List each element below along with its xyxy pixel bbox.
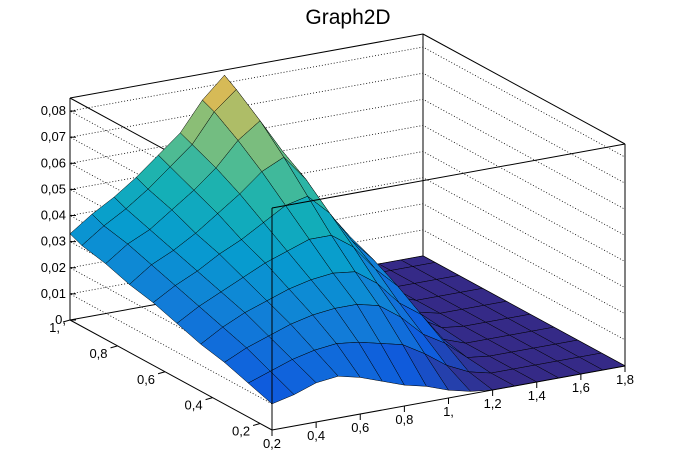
- x-tick-label: 1,: [443, 404, 454, 419]
- y-tick-label: 0,6: [137, 372, 155, 387]
- box-edge: [271, 143, 626, 209]
- z-tick-label: 0,: [55, 312, 66, 327]
- x-tick-label: 0,8: [395, 412, 413, 427]
- box-edge: [422, 33, 626, 145]
- x-tick-label: 0,4: [307, 428, 325, 443]
- z-tick-label: 0,03: [41, 234, 66, 249]
- y-tick: [252, 423, 261, 427]
- y-tick-label: 0,2: [232, 424, 250, 439]
- y-tick: [62, 319, 71, 323]
- z-tick-label: 0,07: [41, 129, 66, 144]
- y-tick: [205, 397, 213, 401]
- z-tick-label: 0,04: [41, 208, 66, 223]
- box-edge: [69, 319, 273, 431]
- y-tick: [157, 371, 166, 375]
- z-tick-label: 0,08: [41, 103, 66, 118]
- y-tick-label: 1,: [49, 320, 60, 335]
- x-tick-label: 0,2: [263, 436, 281, 451]
- x-tick-label: 0,6: [351, 420, 369, 435]
- box-edge: [69, 33, 424, 99]
- y-tick-label: 0,4: [185, 398, 203, 413]
- x-tick-label: 1,2: [484, 396, 502, 411]
- z-tick-label: 0,01: [41, 286, 66, 301]
- chart-title: Graph2D: [305, 6, 390, 29]
- surface-mesh: [69, 74, 626, 405]
- x-tick-label: 1,4: [528, 388, 546, 403]
- z-tick-label: 0,02: [41, 260, 66, 275]
- x-tick-label: 1,8: [616, 372, 634, 387]
- tick-marks: [62, 110, 626, 436]
- y-tick: [110, 345, 118, 349]
- surface-cell: [247, 370, 295, 405]
- x-tick-label: 1,6: [572, 380, 590, 395]
- tick-labels: 0,2 0,4 0,6 0,8 1, 1,2 1,4 1,6 1,8 0,2 0,4 0,6 0,8 1,…: [41, 103, 634, 451]
- z-tick-label: 0,05: [41, 181, 66, 196]
- y-tick-label: 0,8: [89, 346, 107, 361]
- z-tick-label: 0,06: [41, 155, 66, 170]
